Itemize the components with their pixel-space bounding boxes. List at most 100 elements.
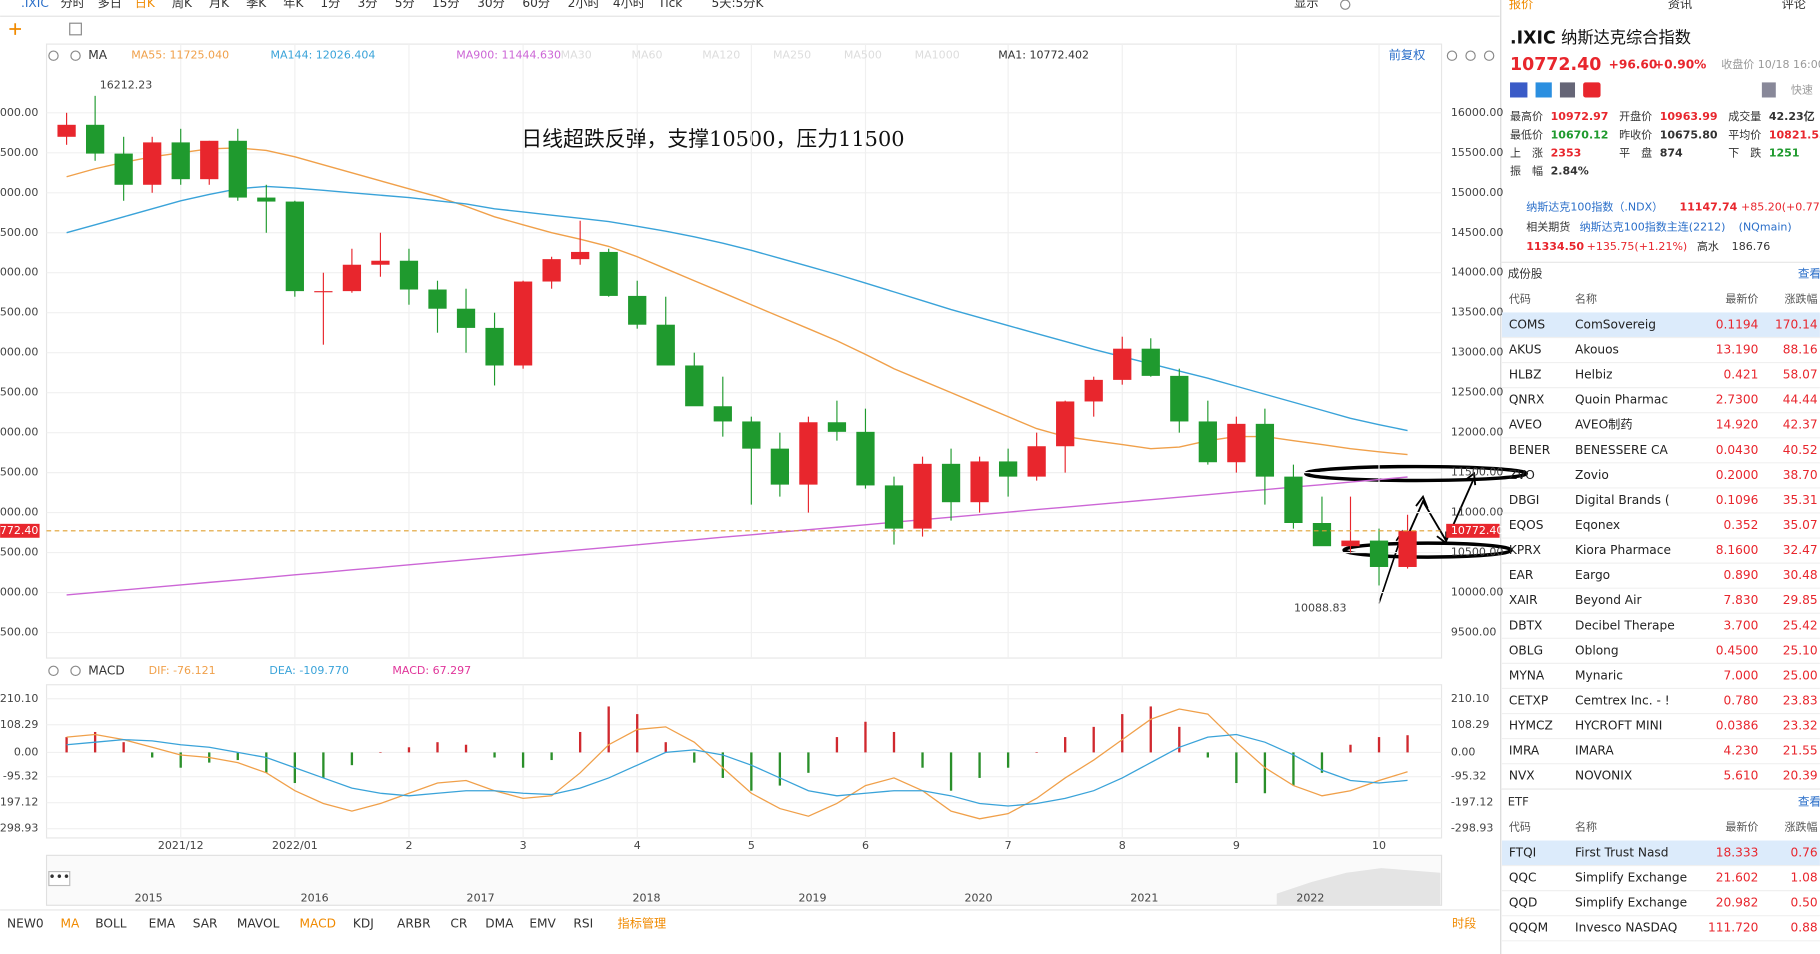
table-cell[interactable]: OBLG <box>1509 643 1543 657</box>
period-button[interactable]: 多日 <box>98 0 122 10</box>
toolbar-symbol[interactable]: .IXIC <box>21 0 49 10</box>
table-cell[interactable]: QQQM <box>1509 921 1548 935</box>
indicator-tab[interactable]: NEW0 <box>7 916 44 930</box>
indicator-tab[interactable]: SAR <box>193 916 218 930</box>
table-cell[interactable]: QNRX <box>1509 393 1544 407</box>
y-tick-label: 15500.00 <box>1451 146 1504 159</box>
stat-value: 10963.99 <box>1660 110 1718 123</box>
period-button[interactable]: 分时 <box>60 0 84 10</box>
adjust-toggle[interactable]: 前复权 <box>1389 47 1426 62</box>
indicator-tab[interactable]: MAVOL <box>237 916 280 930</box>
period-button[interactable]: 15分 <box>432 0 460 10</box>
table-cell[interactable]: HYMCZ <box>1509 719 1553 733</box>
indicator-tab[interactable]: DMA <box>485 916 514 930</box>
zoom-in-icon[interactable] <box>1483 50 1495 61</box>
table-cell: Digital Brands ( <box>1575 493 1670 507</box>
alert-icon[interactable] <box>1761 82 1776 98</box>
table-cell[interactable]: CETXP <box>1509 693 1548 707</box>
zoom-out-icon[interactable] <box>1465 50 1476 61</box>
macd-settings-icon[interactable] <box>48 665 59 677</box>
table-cell[interactable]: XAIR <box>1509 593 1538 607</box>
fav-icon[interactable] <box>1583 82 1601 98</box>
table-cell[interactable]: MYNA <box>1509 668 1545 682</box>
indicator-tab[interactable]: EMA <box>149 916 176 930</box>
table-cell[interactable]: QQD <box>1509 896 1538 910</box>
display-menu[interactable]: 显示 <box>1294 0 1318 10</box>
section-link[interactable]: 查看 <box>1798 266 1820 280</box>
table-cell[interactable]: QQC <box>1509 871 1537 885</box>
period-button[interactable]: 5天:5分K <box>712 0 765 10</box>
period-button[interactable]: 3分 <box>358 0 378 10</box>
quote-tab[interactable]: 报价 <box>1509 0 1533 11</box>
low-marker: 10088.83 <box>1294 602 1347 615</box>
news-tab[interactable]: 资讯 <box>1668 0 1692 11</box>
table-cell: Eqonex <box>1575 518 1620 532</box>
period-button[interactable]: Tick <box>657 0 683 10</box>
section-link[interactable]: 查看 <box>1798 794 1820 808</box>
candle-body <box>171 142 190 180</box>
table-cell[interactable]: NVX <box>1509 769 1535 783</box>
period-button[interactable]: 60分 <box>522 0 550 10</box>
table-cell[interactable]: EQOS <box>1509 518 1544 532</box>
stat-value: 42.23亿 <box>1769 109 1815 123</box>
ma-settings-icon[interactable] <box>48 50 59 61</box>
navigator[interactable] <box>45 854 1443 906</box>
macd-close-icon[interactable] <box>70 665 81 677</box>
macd-title: MACD <box>88 663 124 677</box>
table-cell[interactable]: AVEO <box>1509 418 1542 432</box>
indicator-tab[interactable]: EMV <box>529 916 556 930</box>
indicator-tab[interactable]: 指标管理 <box>618 915 667 930</box>
period-button[interactable]: 30分 <box>477 0 505 10</box>
shape-icon[interactable] <box>69 22 82 36</box>
table-cell[interactable]: ZVO <box>1509 468 1535 482</box>
indicator-tab[interactable]: MA <box>60 916 80 930</box>
table-cell[interactable]: BENER <box>1509 443 1551 457</box>
navigator-handle[interactable] <box>48 871 71 887</box>
crosshair-icon[interactable] <box>9 23 21 35</box>
candle-body <box>342 264 362 292</box>
table-cell[interactable]: HLBZ <box>1509 368 1542 382</box>
table-cell[interactable]: AKUS <box>1509 343 1542 357</box>
doc-icon[interactable] <box>1559 82 1576 98</box>
table-cell[interactable]: EAR <box>1509 568 1534 582</box>
link-icon[interactable] <box>1535 82 1552 98</box>
period-button[interactable]: 1分 <box>320 0 340 10</box>
period-button[interactable]: 周K <box>172 0 193 10</box>
period-button[interactable]: 季K <box>246 0 267 10</box>
ma-close-icon[interactable] <box>70 50 81 61</box>
column-header: 最新价 <box>1725 291 1758 305</box>
related-index[interactable]: 纳斯达克100指数（.NDX） <box>1526 200 1663 214</box>
y-tick-label: 15000.00 <box>1451 186 1504 199</box>
period-button[interactable]: 5分 <box>395 0 415 10</box>
futures-name[interactable]: 纳斯达克100指数主连(2212) <box>1580 219 1726 233</box>
indicator-tab[interactable]: KDJ <box>353 916 374 930</box>
table-cell: Helbiz <box>1575 368 1613 382</box>
candle-body <box>1056 401 1075 447</box>
indicator-tab[interactable]: RSI <box>573 916 593 930</box>
candle-body <box>1284 476 1303 523</box>
period-button[interactable]: 2小时 <box>568 0 600 10</box>
y-tick-label: 10500.00 <box>1451 546 1504 559</box>
indicator-tab[interactable]: ARBR <box>397 916 431 930</box>
reset-icon[interactable] <box>1446 50 1458 61</box>
table-cell[interactable]: COMS <box>1509 317 1546 331</box>
quick-trade[interactable]: 快速 <box>1791 84 1813 97</box>
flag-icon[interactable] <box>1510 82 1528 98</box>
indicator-tab[interactable]: MACD <box>300 916 337 930</box>
table-cell[interactable]: FTQI <box>1509 846 1536 860</box>
period-button[interactable]: 年K <box>283 0 304 10</box>
period-toggle[interactable]: 时段 <box>1452 915 1476 930</box>
comment-tab[interactable]: 评论 <box>1782 0 1806 11</box>
ma-line <box>66 147 1408 456</box>
table-cell[interactable]: IMRA <box>1509 744 1540 758</box>
table-cell[interactable]: DBTX <box>1509 618 1543 632</box>
indicator-tab[interactable]: BOLL <box>95 916 126 930</box>
table-cell[interactable]: DBGI <box>1509 493 1540 507</box>
period-button[interactable]: 4小时 <box>613 0 645 10</box>
indicator-tab[interactable]: CR <box>450 916 467 930</box>
stat-value: 10675.80 <box>1660 128 1718 141</box>
period-button[interactable]: 日K <box>135 0 156 10</box>
settings-icon[interactable] <box>1339 0 1351 10</box>
period-button[interactable]: 月K <box>209 0 230 10</box>
table-cell[interactable]: KPRX <box>1509 543 1541 557</box>
